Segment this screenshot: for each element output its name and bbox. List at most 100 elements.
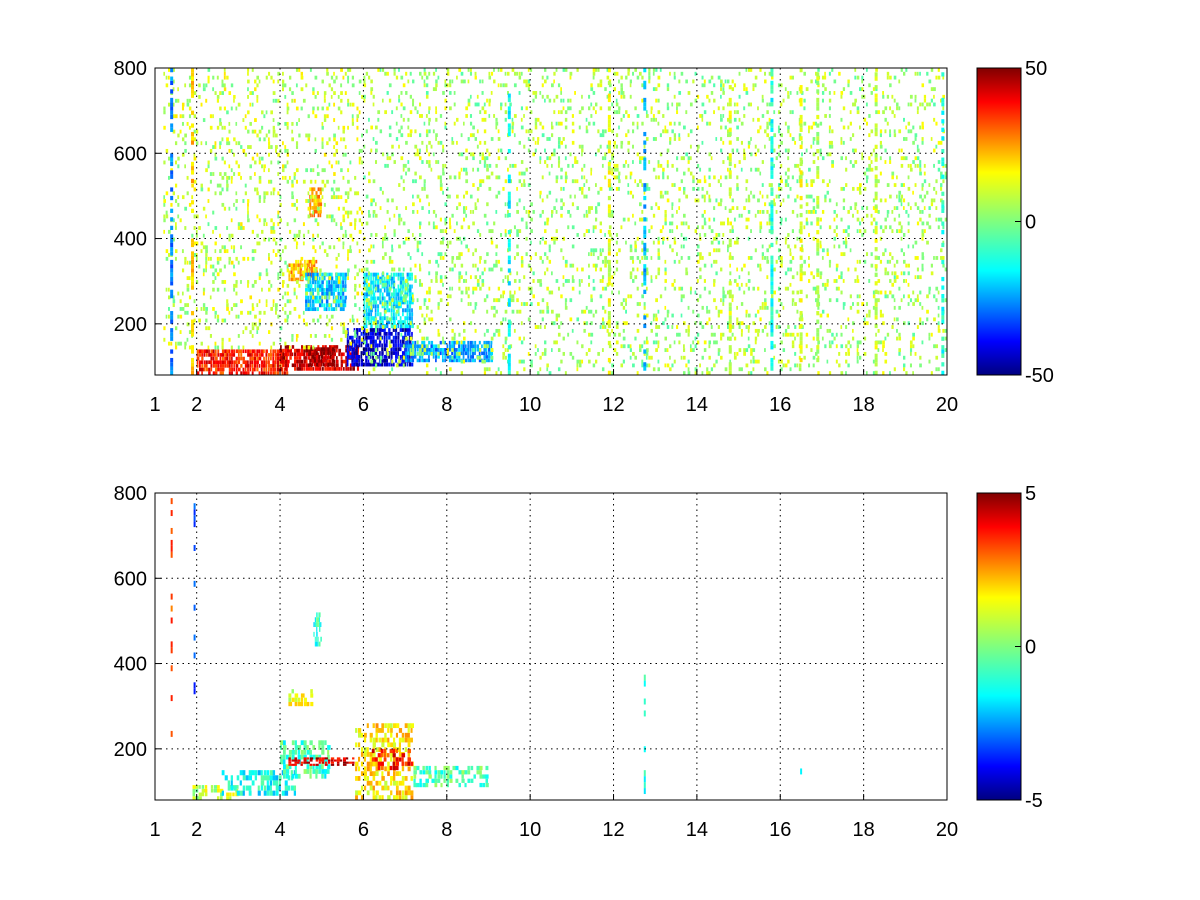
top-heatmap-cell bbox=[694, 367, 698, 372]
top-heatmap-cell bbox=[284, 260, 287, 265]
top-heatmap-cell bbox=[576, 317, 580, 322]
top-heatmap-cell bbox=[193, 214, 196, 219]
top-heatmap-cell bbox=[534, 252, 537, 257]
top-heatmap-cell bbox=[428, 358, 430, 363]
top-heatmap-cell bbox=[720, 202, 722, 207]
top-heatmap-cell bbox=[356, 345, 360, 349]
top-heatmap-cell bbox=[828, 259, 832, 264]
top-heatmap-cell bbox=[560, 198, 563, 203]
top-heatmap-cell bbox=[754, 152, 757, 157]
top-heatmap-cell bbox=[819, 244, 822, 249]
top-heatmap-cell bbox=[611, 102, 614, 107]
top-heatmap-cell bbox=[412, 348, 414, 352]
top-heatmap-cell bbox=[569, 98, 572, 103]
top-heatmap-cell bbox=[548, 137, 551, 141]
top-heatmap-cell bbox=[362, 347, 366, 352]
top-heatmap-cell bbox=[815, 351, 818, 356]
top-heatmap-cell bbox=[456, 221, 458, 226]
top-heatmap-cell bbox=[645, 336, 648, 341]
top-heatmap-cell bbox=[388, 354, 391, 359]
top-heatmap-cell bbox=[576, 363, 579, 368]
top-heatmap-cell bbox=[351, 75, 355, 80]
top-heatmap-cell bbox=[402, 167, 405, 172]
top-heatmap-cell bbox=[537, 325, 540, 329]
top-heatmap-cell bbox=[374, 276, 378, 281]
top-heatmap-cell bbox=[451, 351, 454, 356]
top-heatmap-cell bbox=[313, 362, 317, 367]
top-heatmap-cell bbox=[548, 156, 552, 161]
top-heatmap-cell bbox=[386, 317, 389, 322]
top-heatmap-cell bbox=[223, 106, 226, 111]
top-heatmap-cell bbox=[428, 163, 431, 168]
top-heatmap-cell bbox=[402, 240, 406, 245]
top-heatmap-cell bbox=[405, 348, 408, 352]
top-heatmap-cell bbox=[272, 371, 275, 375]
top-heatmap-cell bbox=[708, 194, 711, 199]
top-heatmap-cell bbox=[340, 367, 343, 371]
top-heatmap-cell bbox=[483, 340, 486, 345]
top-heatmap-cell bbox=[655, 313, 658, 318]
top-heatmap-cell bbox=[615, 144, 618, 149]
top-heatmap-cell bbox=[228, 233, 231, 238]
top-heatmap-cell bbox=[745, 68, 748, 72]
top-heatmap-cell bbox=[379, 320, 382, 325]
top-heatmap-cell bbox=[687, 133, 690, 138]
top-heatmap-cell bbox=[179, 341, 182, 346]
top-heatmap-cell bbox=[486, 252, 489, 257]
top-heatmap-cell bbox=[339, 272, 343, 277]
top-heatmap-cell bbox=[467, 137, 470, 141]
top-heatmap-cell bbox=[237, 353, 240, 357]
top-heatmap-cell bbox=[291, 337, 294, 342]
top-heatmap-cell bbox=[319, 213, 322, 218]
top-heatmap-cell bbox=[840, 252, 843, 257]
top-heatmap-cell bbox=[408, 304, 412, 309]
top-heatmap-cell bbox=[344, 229, 347, 234]
top-heatmap-cell bbox=[446, 194, 450, 199]
top-heatmap-cell bbox=[407, 252, 410, 257]
top-heatmap-cell bbox=[699, 114, 702, 118]
top-heatmap-cell bbox=[745, 179, 749, 184]
top-heatmap-cell bbox=[391, 248, 394, 253]
top-heatmap-cell bbox=[826, 252, 829, 257]
top-heatmap-cell bbox=[826, 359, 829, 364]
top-heatmap-cell bbox=[230, 218, 233, 223]
top-heatmap-cell bbox=[317, 345, 320, 349]
top-heatmap-cell bbox=[309, 299, 312, 304]
top-heatmap-cell bbox=[313, 209, 316, 214]
top-heatmap-cell bbox=[824, 75, 827, 80]
top-heatmap-cell bbox=[601, 286, 605, 291]
top-heatmap-cell bbox=[821, 91, 825, 95]
top-heatmap-cell bbox=[247, 353, 250, 357]
top-heatmap-cell bbox=[310, 345, 312, 349]
top-heatmap-cell bbox=[363, 312, 366, 317]
top-heatmap-cell bbox=[260, 367, 263, 372]
top-heatmap-cell bbox=[601, 348, 604, 352]
top-heatmap-cell bbox=[312, 260, 315, 265]
top-heatmap-cell bbox=[328, 276, 332, 281]
top-heatmap-cell bbox=[481, 91, 484, 95]
top-heatmap-cell bbox=[537, 302, 540, 306]
top-heatmap-cell bbox=[442, 190, 445, 195]
top-heatmap-cell bbox=[288, 345, 291, 350]
top-heatmap-cell bbox=[486, 202, 489, 207]
top-heatmap-cell bbox=[701, 325, 705, 329]
top-heatmap-cell bbox=[392, 312, 395, 317]
top-heatmap-cell bbox=[416, 152, 420, 157]
top-heatmap-cell bbox=[326, 253, 329, 257]
top-heatmap-cell bbox=[678, 133, 681, 138]
top-heatmap-cell bbox=[388, 335, 391, 340]
top-heatmap-cell bbox=[745, 348, 749, 352]
top-heatmap-cell bbox=[564, 144, 567, 149]
top-heatmap-cell bbox=[766, 248, 769, 253]
top-heatmap-cell bbox=[581, 359, 584, 364]
top-heatmap-cell bbox=[226, 299, 229, 304]
top-heatmap-cell bbox=[629, 294, 633, 299]
top-heatmap-cell bbox=[446, 355, 450, 359]
top-heatmap-cell bbox=[448, 344, 452, 348]
top-heatmap-cell bbox=[819, 225, 822, 230]
top-heatmap-cell bbox=[406, 320, 409, 325]
top-heatmap-cell bbox=[462, 351, 465, 356]
top-heatmap-cell bbox=[458, 275, 461, 280]
top-heatmap-cell bbox=[312, 299, 315, 304]
top-heatmap-cell bbox=[384, 233, 387, 237]
